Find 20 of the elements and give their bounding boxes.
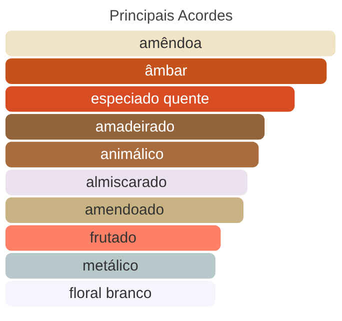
y-tick-label: amendoado [84,202,164,219]
y-tick-label: metálico [82,257,138,274]
bar [5,58,327,84]
y-tick-label: frutado [90,230,136,246]
bar [5,197,244,223]
y-tick-label: âmbar [144,62,188,80]
bar [5,142,259,168]
y-tick-label: amêndoa [139,34,202,52]
y-tick-label: floral branco [69,285,152,302]
y-tick-label: almiscarado [86,174,167,191]
bar [5,86,295,112]
bar [5,30,336,56]
bar [5,114,265,140]
y-tick-label: animálico [100,146,164,164]
bar [5,225,221,251]
y-tick-label: amadeirado [95,118,175,136]
chart-title: Principais Acordes [109,8,233,24]
bar [5,253,216,279]
y-tick-label: especiado quente [90,90,210,108]
bar [5,170,248,196]
